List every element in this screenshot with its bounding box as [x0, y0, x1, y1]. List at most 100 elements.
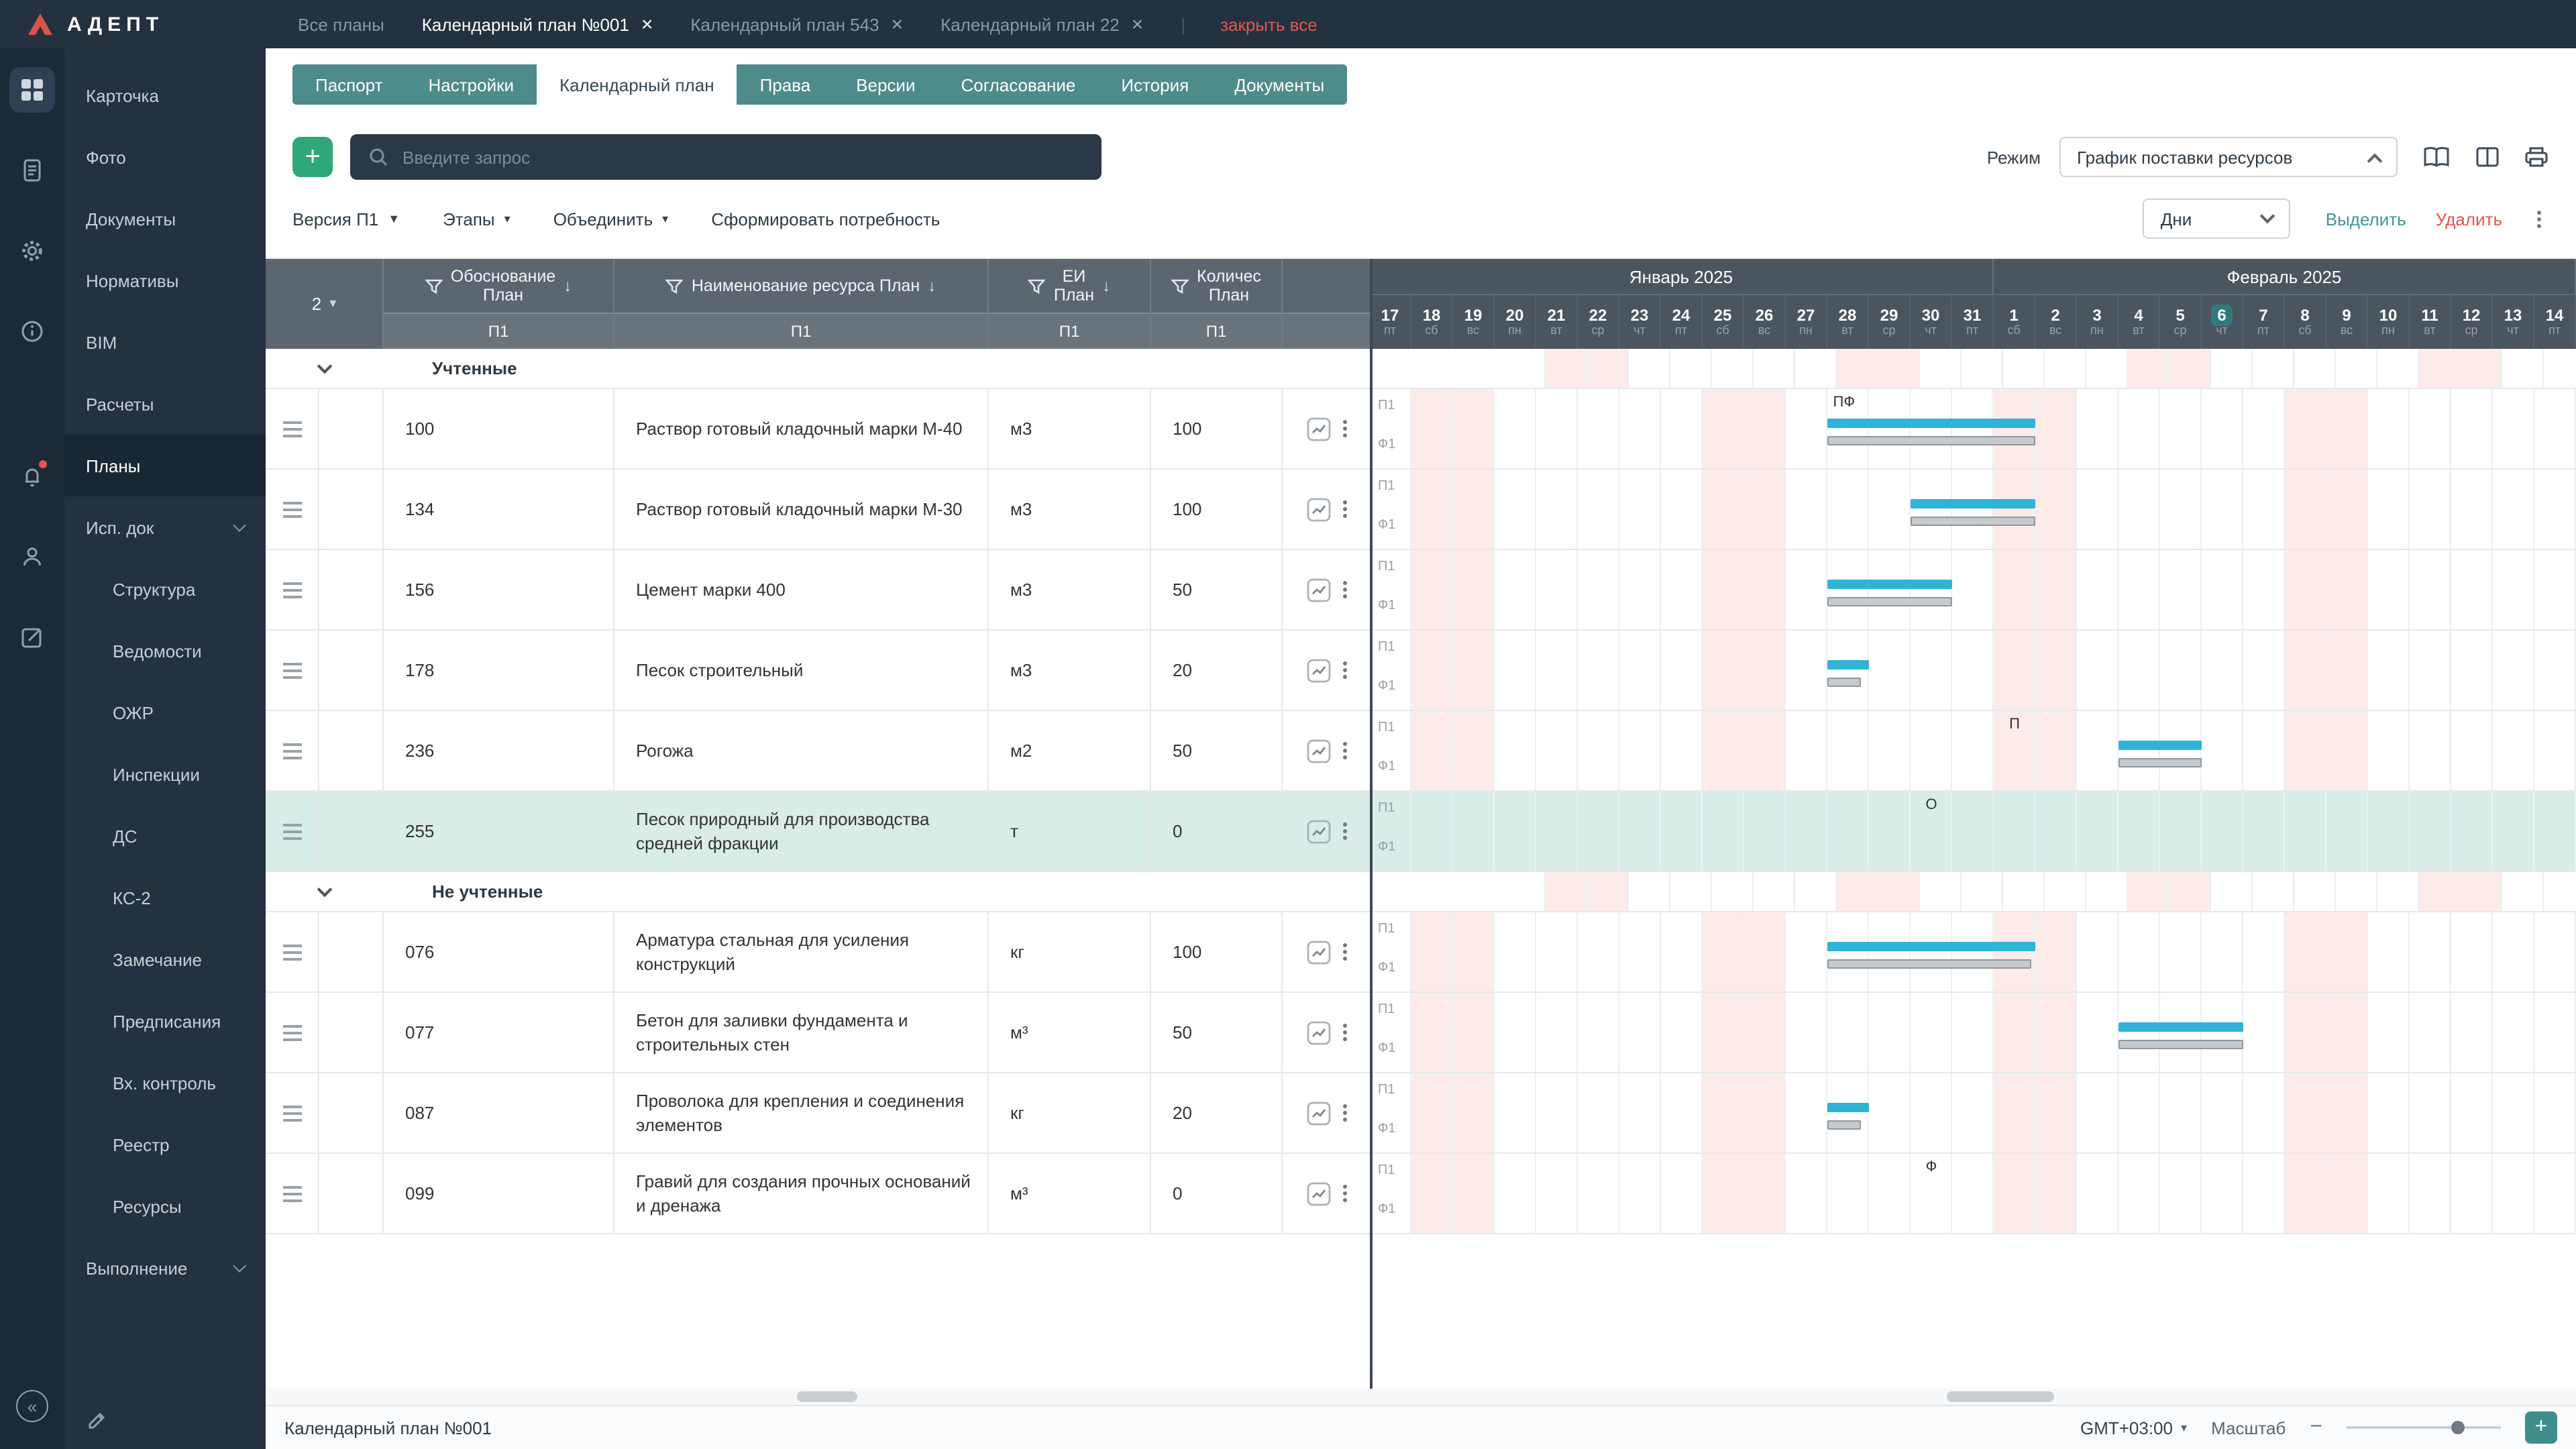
sidebar-item[interactable]: Инспекции	[64, 743, 266, 805]
sidebar-item[interactable]: Документы	[64, 188, 266, 250]
drag-handle-icon[interactable]	[282, 508, 301, 511]
kebab-menu-icon[interactable]	[1342, 829, 1346, 833]
page-tab[interactable]: История	[1098, 64, 1212, 105]
select-button[interactable]: Выделить	[2326, 209, 2406, 229]
zoom-out-button[interactable]: −	[2310, 1417, 2322, 1438]
table-row[interactable]: 255Песок природный для производства сред…	[266, 792, 2576, 872]
gantt-day-cell[interactable]: 1сб	[1994, 295, 2035, 349]
drag-handle-icon[interactable]	[282, 749, 301, 752]
sidebar-item[interactable]: Предписания	[64, 990, 266, 1052]
gantt-day-cell[interactable]: 4вт	[2118, 295, 2160, 349]
drag-handle-icon[interactable]	[282, 427, 301, 430]
page-tab[interactable]: Версии	[833, 64, 938, 105]
kebab-menu-icon[interactable]	[2529, 217, 2549, 221]
sidebar-item[interactable]: ДС	[64, 805, 266, 867]
sidebar-item[interactable]: Реестр	[64, 1114, 266, 1175]
gantt-day-cell[interactable]: 14пт	[2534, 295, 2576, 349]
sidebar-item[interactable]: BIM	[64, 311, 266, 373]
gantt-day-cell[interactable]: 30чт	[1911, 295, 1952, 349]
sidebar-item[interactable]: Выполнение	[64, 1237, 266, 1299]
sort-arrow-icon[interactable]: ↓	[1102, 276, 1110, 295]
delete-button[interactable]: Удалить	[2436, 209, 2502, 229]
group-row[interactable]: Не учтенные	[266, 872, 2576, 912]
scrollbar-thumb[interactable]	[1947, 1391, 2054, 1402]
open-chart-button[interactable]	[1306, 739, 1330, 763]
close-icon[interactable]: ×	[1132, 14, 1144, 34]
sidebar-item[interactable]: Ресурсы	[64, 1175, 266, 1237]
gantt-fact-bar[interactable]	[1827, 678, 1861, 687]
filter-funnel-icon[interactable]	[1171, 278, 1189, 293]
kebab-menu-icon[interactable]	[1342, 427, 1346, 431]
open-chart-button[interactable]	[1306, 658, 1330, 682]
sidebar-item[interactable]: Нормативы	[64, 250, 266, 311]
group-row[interactable]: Учтенные	[266, 349, 2576, 389]
sort-arrow-icon[interactable]: ↓	[564, 276, 572, 295]
table-row[interactable]: 236Рогожам250П1Ф1П	[266, 711, 2576, 792]
column-header-justification[interactable]: Обоснование План ↓ П1	[384, 259, 614, 349]
page-tab[interactable]: Документы	[1212, 64, 1347, 105]
sidebar-item[interactable]: КС-2	[64, 867, 266, 928]
row-count-header[interactable]: 2 ▾	[266, 259, 384, 349]
user-icon[interactable]	[9, 534, 55, 580]
version-dropdown[interactable]: Версия П1▼	[292, 209, 400, 229]
open-chart-button[interactable]	[1306, 497, 1330, 521]
info-icon[interactable]	[9, 309, 55, 354]
page-tab[interactable]: Настройки	[406, 64, 537, 105]
gantt-day-cell[interactable]: 24пт	[1661, 295, 1703, 349]
page-tab[interactable]: Паспорт	[292, 64, 406, 105]
gantt-day-cell[interactable]: 7пт	[2243, 295, 2285, 349]
kebab-menu-icon[interactable]	[1342, 588, 1346, 592]
gantt-day-cell[interactable]: 11вт	[2410, 295, 2451, 349]
open-chart-button[interactable]	[1306, 940, 1330, 964]
gantt-day-cell[interactable]: 26вс	[1744, 295, 1786, 349]
gantt-plan-bar[interactable]	[2118, 741, 2202, 750]
page-tab[interactable]: Согласование	[938, 64, 1098, 105]
gantt-day-cell[interactable]: 8сб	[2285, 295, 2326, 349]
kebab-menu-icon[interactable]	[1342, 1030, 1346, 1034]
table-hscrollbar[interactable]	[266, 1389, 1370, 1405]
sidebar-item[interactable]: Структура	[64, 558, 266, 620]
gantt-fact-bar[interactable]	[1827, 1120, 1861, 1130]
gantt-day-cell[interactable]: 25сб	[1703, 295, 1744, 349]
gantt-fact-bar[interactable]	[1911, 517, 2035, 526]
column-header-resource-name[interactable]: Наименование ресурса План ↓ П1	[614, 259, 989, 349]
stages-dropdown[interactable]: Этапы▾	[443, 209, 511, 229]
close-icon[interactable]: ×	[641, 14, 653, 34]
drag-handle-icon[interactable]	[282, 951, 301, 953]
kebab-menu-icon[interactable]	[1342, 668, 1346, 672]
gantt-day-cell[interactable]: 6чт	[2202, 295, 2243, 349]
print-icon[interactable]	[2524, 145, 2549, 169]
collapse-sidebar-icon[interactable]: «	[16, 1390, 48, 1422]
kebab-menu-icon[interactable]	[1342, 749, 1346, 753]
gantt-fact-bar[interactable]	[1827, 597, 1952, 606]
table-row[interactable]: 077Бетон для заливки фундамента и строит…	[266, 993, 2576, 1073]
search-box[interactable]	[350, 134, 1102, 180]
split-view-icon[interactable]	[2475, 145, 2500, 169]
kebab-menu-icon[interactable]	[1342, 507, 1346, 511]
tasks-edit-icon[interactable]	[9, 614, 55, 660]
gantt-day-cell[interactable]: 20пн	[1495, 295, 1536, 349]
gantt-day-cell[interactable]: 2вс	[2035, 295, 2077, 349]
drag-handle-icon[interactable]	[282, 1192, 301, 1195]
drag-handle-icon[interactable]	[282, 830, 301, 833]
open-chart-button[interactable]	[1306, 1181, 1330, 1205]
gantt-hscrollbar[interactable]	[1370, 1389, 2576, 1405]
plan-tab[interactable]: Календарный план №001×	[422, 14, 653, 34]
table-row[interactable]: 156Цемент марки 400м350П1Ф1	[266, 550, 2576, 631]
gantt-day-cell[interactable]: 23чт	[1619, 295, 1661, 349]
search-input[interactable]	[402, 147, 1084, 167]
chevron-down-icon[interactable]	[317, 358, 333, 374]
gantt-day-cell[interactable]: 21вт	[1536, 295, 1578, 349]
form-demand-button[interactable]: Сформировать потребность	[711, 209, 940, 229]
plan-tab[interactable]: Календарный план 543×	[690, 14, 903, 34]
sidebar-item[interactable]: ОЖР	[64, 682, 266, 743]
pencil-icon[interactable]	[86, 1410, 107, 1438]
filter-funnel-icon[interactable]	[1028, 278, 1046, 293]
gantt-day-cell[interactable]: 29ср	[1869, 295, 1911, 349]
drag-handle-icon[interactable]	[282, 669, 301, 672]
gantt-fact-bar[interactable]	[1827, 436, 2035, 445]
gantt-plan-bar[interactable]	[2118, 1022, 2243, 1032]
filter-funnel-icon[interactable]	[425, 278, 443, 293]
sidebar-item[interactable]: Фото	[64, 126, 266, 188]
drag-handle-icon[interactable]	[282, 1031, 301, 1034]
